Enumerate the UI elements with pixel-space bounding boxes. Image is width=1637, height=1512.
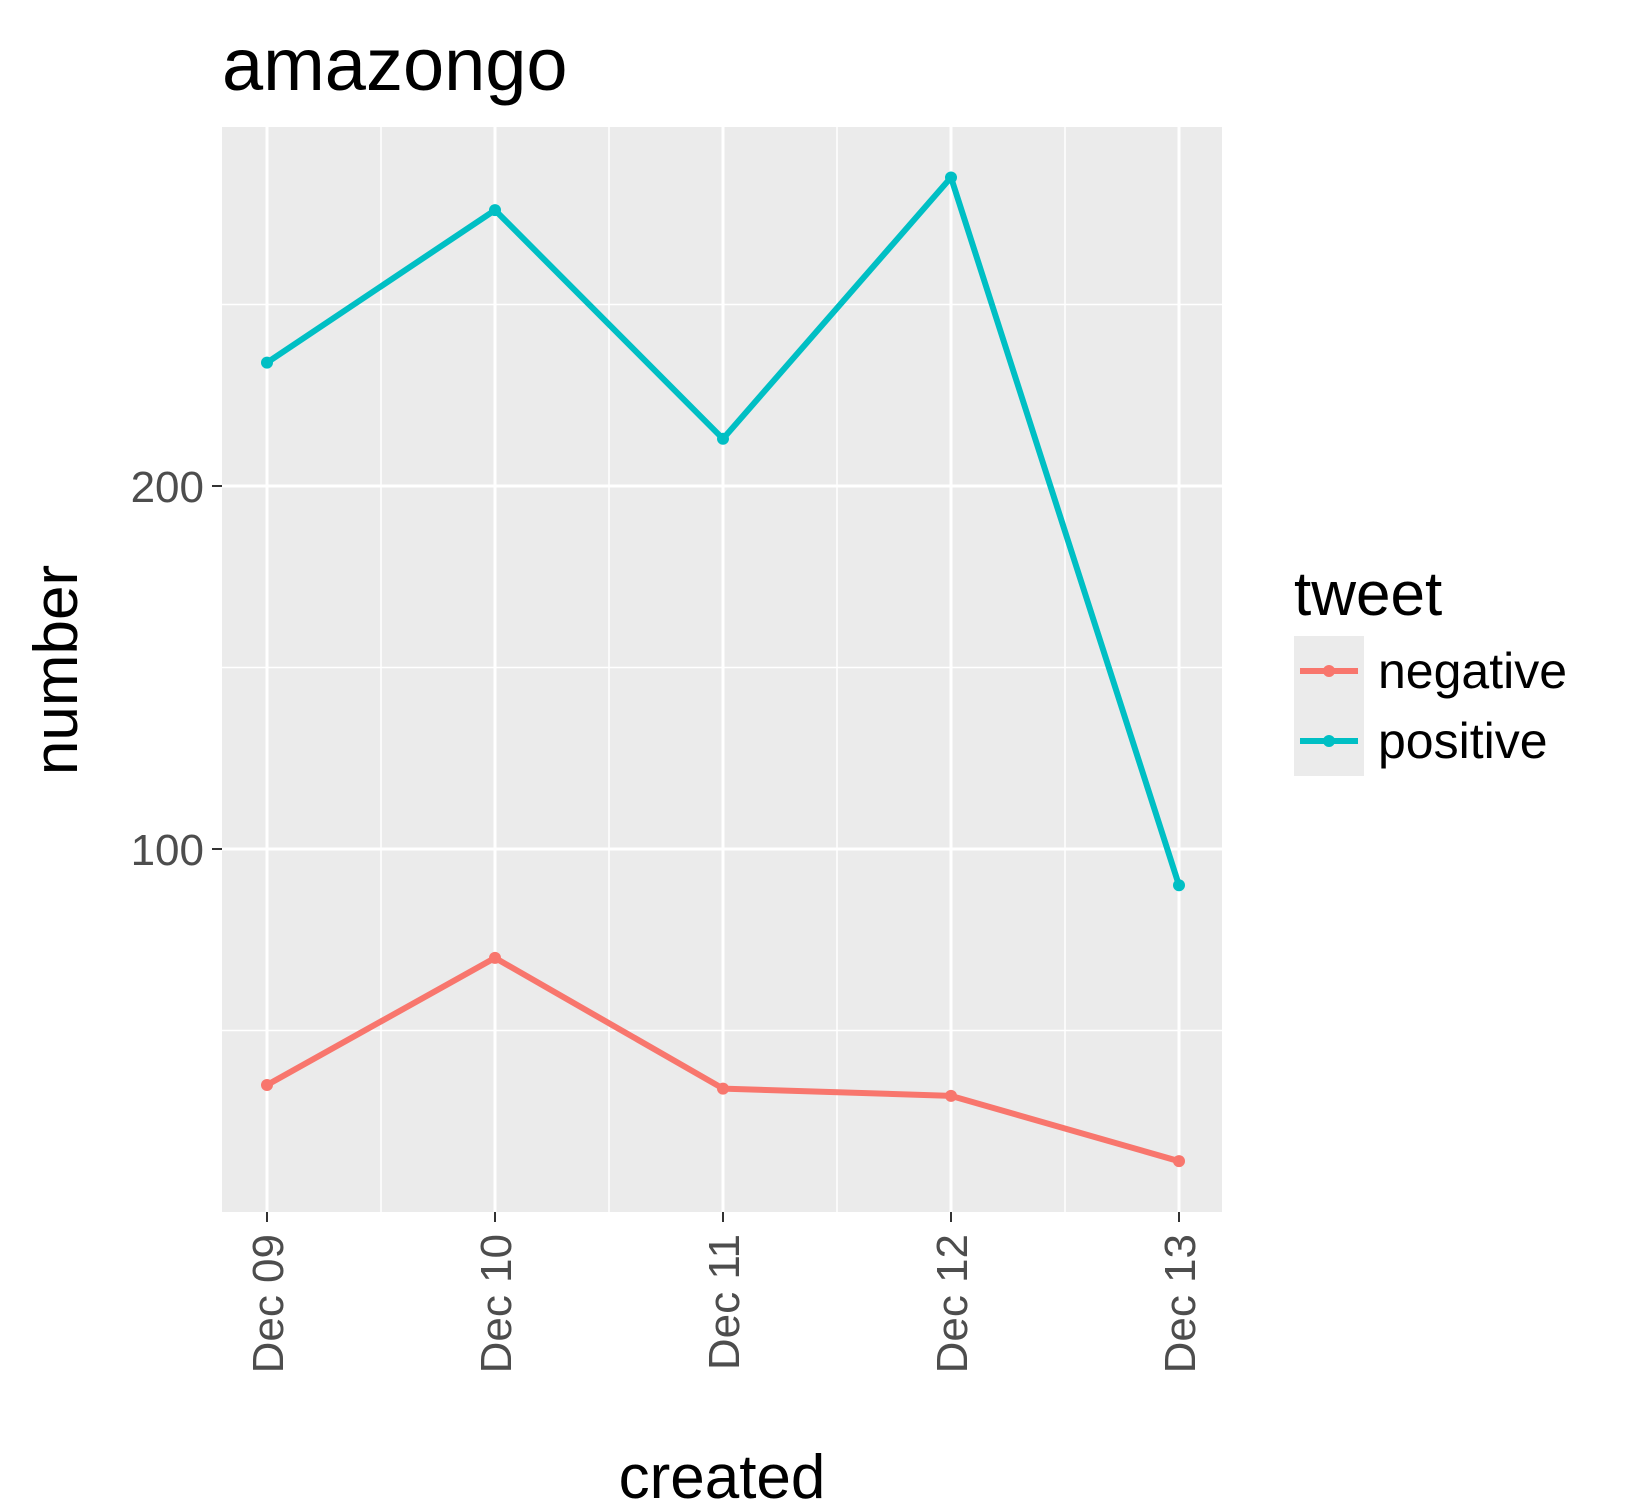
legend-swatch-point xyxy=(1323,735,1335,747)
legend-label-negative: negative xyxy=(1378,643,1567,699)
data-point-negative xyxy=(717,1082,729,1095)
x-tick-label: Dec 10 xyxy=(472,1234,521,1373)
y-axis: 100 200 xyxy=(131,463,222,875)
data-point-positive xyxy=(717,432,729,445)
series-layer xyxy=(261,171,1185,1168)
data-point-negative xyxy=(1173,1155,1185,1168)
y-tick-label: 200 xyxy=(131,463,204,512)
chart-title: amazongo xyxy=(222,23,568,106)
data-point-negative xyxy=(489,951,501,964)
x-axis: Dec 09 Dec 10 Dec 11 Dec 12 Dec 13 xyxy=(244,1212,1205,1373)
y-axis-title: number xyxy=(22,565,91,775)
legend: tweet negative positive xyxy=(1294,560,1567,776)
x-tick-label: Dec 13 xyxy=(1156,1234,1205,1373)
legend-title: tweet xyxy=(1294,560,1442,629)
data-point-positive xyxy=(261,356,273,369)
x-axis-title: created xyxy=(619,1443,826,1512)
data-point-positive xyxy=(945,171,957,184)
legend-swatch-point xyxy=(1323,665,1335,677)
x-tick-label: Dec 12 xyxy=(928,1234,977,1373)
x-tick-label: Dec 09 xyxy=(244,1234,293,1373)
data-point-negative xyxy=(945,1089,957,1102)
y-tick-label: 100 xyxy=(131,826,204,875)
data-point-positive xyxy=(1173,879,1185,892)
data-point-negative xyxy=(261,1078,273,1091)
x-tick-label: Dec 11 xyxy=(700,1234,749,1370)
legend-label-positive: positive xyxy=(1378,713,1548,769)
data-point-positive xyxy=(489,204,501,217)
grid-major xyxy=(222,127,1222,1212)
